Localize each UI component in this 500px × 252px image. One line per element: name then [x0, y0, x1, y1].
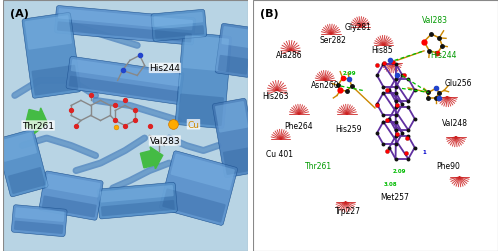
- FancyBboxPatch shape: [101, 200, 175, 216]
- FancyBboxPatch shape: [154, 13, 203, 27]
- FancyBboxPatch shape: [222, 27, 252, 49]
- FancyBboxPatch shape: [39, 171, 103, 220]
- Text: 1: 1: [422, 150, 426, 155]
- FancyBboxPatch shape: [57, 22, 192, 43]
- FancyBboxPatch shape: [15, 208, 64, 222]
- FancyBboxPatch shape: [24, 16, 72, 50]
- FancyBboxPatch shape: [215, 102, 248, 133]
- FancyBboxPatch shape: [151, 10, 206, 42]
- FancyBboxPatch shape: [0, 130, 48, 197]
- Text: 3.08: 3.08: [384, 181, 398, 186]
- Text: 2.09: 2.09: [393, 168, 406, 173]
- FancyBboxPatch shape: [45, 174, 100, 198]
- FancyBboxPatch shape: [218, 56, 249, 75]
- FancyArrow shape: [25, 109, 48, 134]
- Text: Val283: Val283: [150, 137, 180, 145]
- FancyBboxPatch shape: [71, 60, 182, 87]
- FancyBboxPatch shape: [0, 133, 37, 162]
- Text: His244: His244: [150, 64, 180, 73]
- Text: Asn260: Asn260: [310, 80, 339, 89]
- FancyBboxPatch shape: [97, 183, 178, 219]
- FancyBboxPatch shape: [68, 76, 179, 102]
- FancyBboxPatch shape: [162, 189, 226, 223]
- FancyBboxPatch shape: [12, 205, 67, 237]
- FancyBboxPatch shape: [155, 26, 204, 40]
- Text: Phe90: Phe90: [436, 162, 460, 170]
- Text: 2.99: 2.99: [342, 71, 356, 76]
- Text: His244: His244: [430, 50, 457, 59]
- Text: (B): (B): [260, 9, 278, 19]
- Text: Gly281: Gly281: [344, 23, 372, 32]
- FancyBboxPatch shape: [42, 196, 96, 218]
- Text: Cu 401: Cu 401: [266, 149, 293, 158]
- Text: Trp227: Trp227: [335, 206, 361, 215]
- FancyBboxPatch shape: [215, 24, 256, 78]
- FancyArrow shape: [140, 147, 162, 169]
- FancyBboxPatch shape: [54, 7, 196, 46]
- Text: His259: His259: [335, 124, 361, 133]
- Text: Thr261: Thr261: [305, 162, 332, 170]
- Text: (A): (A): [10, 9, 29, 19]
- Text: Glu256: Glu256: [444, 79, 472, 88]
- FancyBboxPatch shape: [66, 57, 184, 105]
- Text: Thr261: Thr261: [22, 121, 54, 131]
- FancyBboxPatch shape: [182, 36, 229, 72]
- FancyBboxPatch shape: [175, 33, 232, 129]
- Text: Phe264: Phe264: [284, 121, 314, 131]
- FancyBboxPatch shape: [160, 151, 238, 226]
- FancyBboxPatch shape: [58, 9, 193, 31]
- Text: Val248: Val248: [442, 119, 468, 128]
- FancyBboxPatch shape: [22, 13, 81, 99]
- Text: His85: His85: [372, 45, 393, 54]
- Text: Ala286: Ala286: [276, 50, 302, 59]
- FancyBboxPatch shape: [212, 99, 258, 178]
- Text: Val283: Val283: [422, 15, 448, 24]
- Text: His263: His263: [262, 91, 289, 101]
- FancyBboxPatch shape: [8, 167, 46, 194]
- FancyBboxPatch shape: [32, 66, 78, 96]
- Text: Cu: Cu: [188, 120, 200, 129]
- Text: Met257: Met257: [380, 193, 409, 202]
- FancyBboxPatch shape: [100, 185, 174, 203]
- FancyBboxPatch shape: [223, 147, 256, 175]
- Text: Ser282: Ser282: [320, 36, 347, 44]
- FancyBboxPatch shape: [170, 154, 235, 191]
- FancyBboxPatch shape: [178, 94, 224, 127]
- FancyBboxPatch shape: [14, 221, 64, 234]
